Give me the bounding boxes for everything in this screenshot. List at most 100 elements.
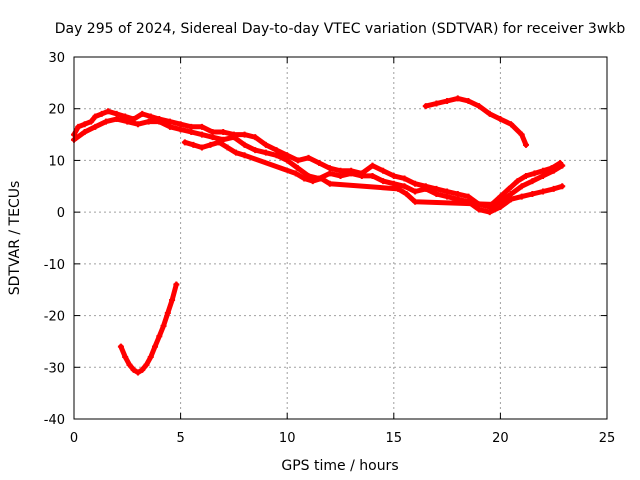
series-track-lower-branch xyxy=(71,116,566,216)
data-point xyxy=(88,118,95,125)
data-point xyxy=(433,185,440,192)
data-point xyxy=(326,180,333,187)
data-point xyxy=(522,141,529,148)
data-point xyxy=(540,188,547,195)
data-point xyxy=(145,118,152,125)
data-point xyxy=(166,118,173,125)
y-tick-label: -20 xyxy=(44,310,65,325)
data-point xyxy=(559,183,566,190)
data-point xyxy=(401,175,408,182)
data-point xyxy=(514,178,521,185)
data-point xyxy=(412,180,419,187)
data-point xyxy=(529,178,536,185)
data-point xyxy=(198,131,205,138)
tick-layer: 0 5 10 15 20 25 -40 -30 -20 -10 0 10 20 30 xyxy=(44,51,616,446)
data-point xyxy=(369,172,376,179)
data-point xyxy=(98,110,105,117)
chart-title: Day 295 of 2024, Sidereal Day-to-day VTE… xyxy=(55,21,626,37)
data-point xyxy=(390,180,397,187)
data-point xyxy=(126,361,133,368)
data-point xyxy=(147,113,154,120)
data-point xyxy=(209,134,216,141)
data-point xyxy=(395,185,402,192)
data-point xyxy=(465,97,472,104)
data-point xyxy=(198,144,205,151)
data-point xyxy=(380,167,387,174)
data-point xyxy=(422,103,429,110)
data-point xyxy=(380,178,387,185)
data-point xyxy=(358,172,365,179)
data-point xyxy=(134,121,141,128)
data-point xyxy=(326,170,333,177)
data-point xyxy=(540,167,547,174)
y-tick-label: -40 xyxy=(44,413,65,428)
data-point xyxy=(262,149,269,156)
data-point xyxy=(454,191,461,198)
data-point xyxy=(143,361,150,368)
data-point xyxy=(505,185,512,192)
x-tick-label: 15 xyxy=(386,431,403,446)
data-point xyxy=(531,170,538,177)
data-point xyxy=(273,147,280,154)
data-point xyxy=(130,366,137,373)
data-point xyxy=(252,134,259,141)
data-point xyxy=(305,154,312,161)
data-point xyxy=(262,141,269,148)
y-axis-label: SDTVAR / TECUs xyxy=(7,181,23,296)
data-point xyxy=(160,322,167,329)
y-tick-label: -10 xyxy=(44,258,65,273)
data-point xyxy=(124,118,131,125)
data-point xyxy=(486,209,493,216)
data-point xyxy=(156,333,163,340)
data-point xyxy=(497,193,504,200)
data-point xyxy=(190,141,197,148)
data-point xyxy=(164,309,171,316)
data-point xyxy=(273,152,280,159)
data-point xyxy=(486,110,493,117)
data-point xyxy=(518,183,525,190)
data-point xyxy=(433,100,440,107)
data-point xyxy=(81,121,88,128)
data-point xyxy=(241,152,248,159)
data-point xyxy=(508,196,515,203)
data-point xyxy=(252,147,259,154)
data-point xyxy=(113,116,120,123)
data-point xyxy=(207,141,214,148)
data-point xyxy=(316,160,323,167)
data-point xyxy=(326,165,333,172)
data-point xyxy=(337,167,344,174)
data-point xyxy=(147,353,154,360)
data-point xyxy=(139,110,146,117)
data-point xyxy=(309,178,316,185)
data-point xyxy=(518,131,525,138)
plot-frame xyxy=(73,56,608,420)
data-point xyxy=(476,206,483,213)
data-point xyxy=(476,103,483,110)
data-point xyxy=(540,172,547,179)
data-point xyxy=(348,170,355,177)
data-point xyxy=(220,128,227,135)
data-point xyxy=(177,121,184,128)
data-point xyxy=(92,113,99,120)
data-point xyxy=(433,191,440,198)
data-point xyxy=(508,121,515,128)
data-point xyxy=(508,191,515,198)
data-point xyxy=(166,123,173,130)
data-point xyxy=(444,188,451,195)
x-tick-label: 0 xyxy=(70,431,78,446)
data-point xyxy=(403,191,410,198)
data-point xyxy=(233,149,240,156)
data-point xyxy=(224,144,231,151)
data-point xyxy=(294,157,301,164)
series-track-lower-left xyxy=(117,281,180,376)
data-point xyxy=(284,152,291,159)
data-point xyxy=(465,193,472,200)
data-point xyxy=(215,139,222,146)
data-point xyxy=(390,172,397,179)
x-tick-label: 5 xyxy=(176,431,184,446)
data-point xyxy=(152,343,159,350)
data-point xyxy=(188,128,195,135)
series-line xyxy=(71,116,565,215)
data-point xyxy=(497,116,504,123)
